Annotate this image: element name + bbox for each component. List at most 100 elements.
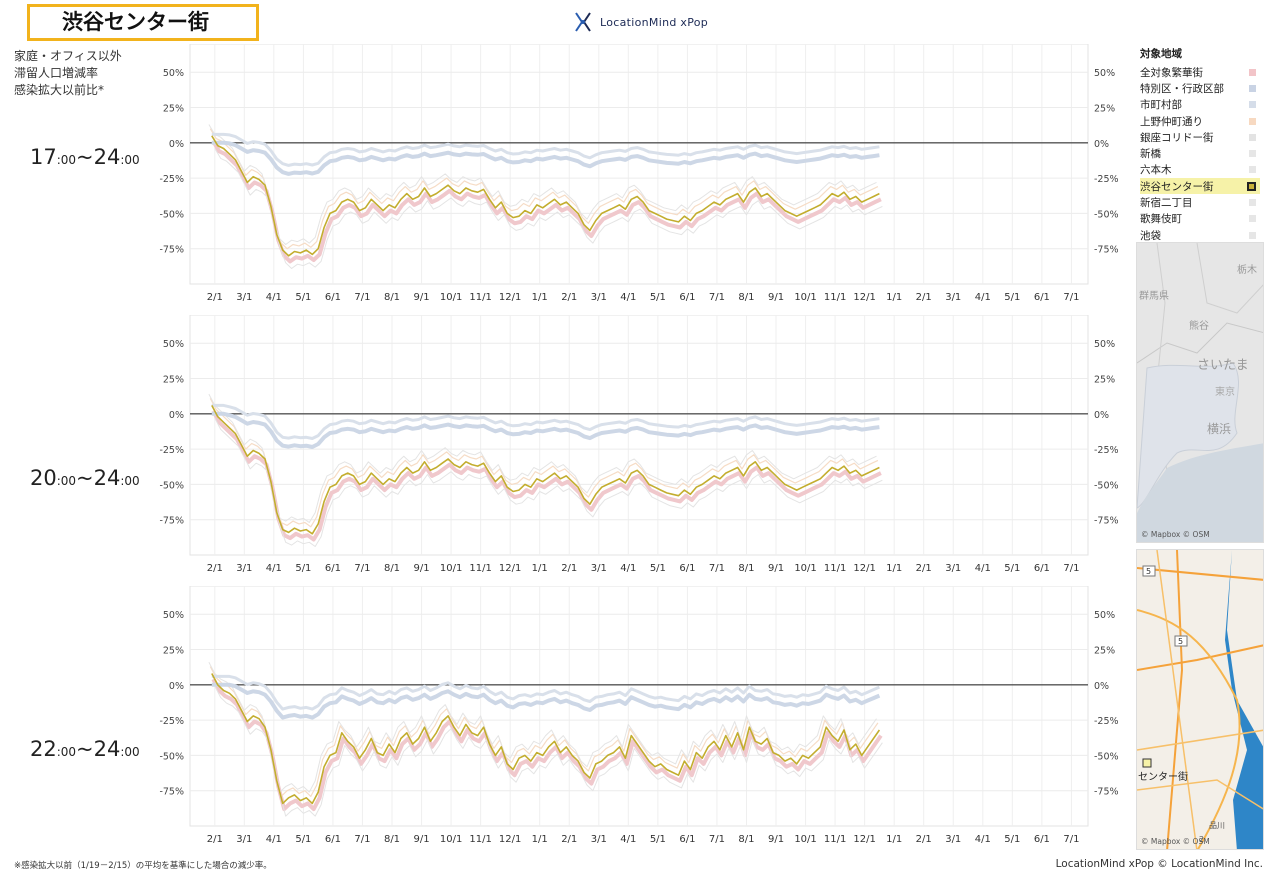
x-tick-label: 7/1	[354, 292, 370, 303]
x-tick-label: 4/1	[975, 563, 991, 574]
legend-item[interactable]: 池袋	[1140, 227, 1260, 243]
legend-item[interactable]: 全対象繁華街	[1140, 64, 1260, 80]
y-tick-label-left: -25%	[159, 716, 184, 727]
y-tick-label-left: -50%	[159, 209, 184, 220]
background-line-all-areas	[211, 140, 882, 264]
legend-item-label: 新宿二丁目	[1140, 197, 1193, 210]
legend-item[interactable]: 六本木	[1140, 162, 1260, 178]
background-line-other	[208, 124, 877, 245]
y-tick-label-right: -25%	[1094, 716, 1119, 727]
legend-item-label: 上野仲町通り	[1140, 115, 1203, 128]
legend-item[interactable]: 市町村部	[1140, 97, 1260, 113]
map-label: さいたま	[1197, 358, 1249, 373]
background-line-ward	[211, 682, 881, 720]
x-tick-label: 10/1	[794, 563, 816, 574]
y-tick-label-left: -25%	[159, 174, 184, 185]
time-label-3: 22:00~24:00	[30, 737, 140, 761]
x-tick-label: 7/1	[709, 834, 725, 845]
x-tick-label: 10/1	[794, 292, 816, 303]
x-tick-label: 7/1	[709, 292, 725, 303]
x-tick-label: 7/1	[354, 834, 370, 845]
background-line-all-areas	[211, 678, 883, 812]
x-tick-label: 7/1	[709, 563, 725, 574]
legend-title: 対象地域	[1140, 48, 1182, 60]
map-label: 5	[1178, 637, 1183, 646]
x-tick-label: 4/1	[620, 834, 636, 845]
legend-item-label: 六本木	[1140, 164, 1172, 177]
legend-swatch	[1249, 101, 1256, 109]
brand-logo: LocationMind xPop	[572, 10, 708, 34]
x-tick-label: 5/1	[650, 834, 666, 845]
background-line-other	[214, 417, 883, 547]
x-tick-label: 6/1	[325, 834, 341, 845]
x-tick-label: 9/1	[768, 563, 784, 574]
x-tick-label: 5/1	[650, 563, 666, 574]
x-tick-label: 2/1	[916, 834, 932, 845]
plot-frame	[189, 315, 1089, 556]
y-tick-label-right: 0%	[1094, 681, 1109, 692]
x-tick-label: 5/1	[650, 292, 666, 303]
legend-item[interactable]: 新橋	[1140, 145, 1260, 161]
x-tick-label: 6/1	[1034, 834, 1050, 845]
x-tick-label: 5/1	[1004, 292, 1020, 303]
x-tick-label: 2/1	[916, 563, 932, 574]
page-title: 渋谷センター街	[27, 4, 259, 41]
x-tick-label: 4/1	[266, 563, 282, 574]
legend-item-label: 新橋	[1140, 148, 1161, 161]
x-tick-label: 10/1	[440, 563, 462, 574]
background-line-other	[214, 685, 883, 817]
x-tick-label: 3/1	[236, 292, 252, 303]
y-tick-label-right: 50%	[1094, 339, 1115, 350]
legend-item-label: 歌舞伎町	[1140, 213, 1182, 226]
y-tick-label-left: 50%	[163, 610, 184, 621]
x-tick-label: 8/1	[738, 563, 754, 574]
legend-item[interactable]: 渋谷センター街	[1140, 178, 1260, 195]
map-label: 栃木	[1237, 263, 1257, 276]
legend-swatch	[1247, 181, 1256, 191]
y-tick-label-left: 25%	[163, 646, 184, 657]
legend-item[interactable]: 特別区・行政区部	[1140, 80, 1260, 96]
map-overview[interactable]: 群馬県 栃木 熊谷 さいたま 東京 横浜 © Mapbox © OSM	[1136, 242, 1264, 543]
x-tick-label: 4/1	[975, 292, 991, 303]
background-line-ueno	[209, 666, 879, 797]
legend-swatch	[1249, 166, 1256, 174]
y-tick-label-left: -25%	[159, 445, 184, 456]
x-tick-label: 7/1	[1063, 292, 1079, 303]
legend-item[interactable]: 上野仲町通り	[1140, 113, 1260, 129]
x-tick-label: 7/1	[1063, 834, 1079, 845]
legend-item[interactable]: 歌舞伎町	[1140, 211, 1260, 227]
x-tick-label: 8/1	[738, 292, 754, 303]
map-label: センター街	[1138, 770, 1188, 783]
y-tick-label-right: 0%	[1094, 139, 1109, 150]
map-detail[interactable]: 5 5 センター街 品川 2 © Mapbox © OSM	[1136, 549, 1264, 850]
y-tick-label-left: 0%	[169, 139, 184, 150]
y-tick-label-left: -50%	[159, 751, 184, 762]
y-tick-label-left: -75%	[159, 516, 184, 527]
x-tick-label: 1/1	[886, 834, 902, 845]
x-tick-label: 2/1	[561, 292, 577, 303]
map-label: 東京	[1215, 385, 1235, 398]
legend-item[interactable]: 新宿二丁目	[1140, 194, 1260, 210]
x-tick-label: 12/1	[499, 292, 521, 303]
line-chart-2: 2/1 3/1 4/1 5/1 6/1 7/1 8/1 9/1 10/1 11/1 12/1 1/1 2…	[159, 315, 1119, 574]
y-tick-label-left: -50%	[159, 480, 184, 491]
locationmind-logo-icon	[575, 12, 591, 32]
y-tick-label-right: -75%	[1094, 245, 1119, 256]
x-tick-label: 1/1	[886, 292, 902, 303]
legend-swatch	[1249, 117, 1256, 125]
y-label-line-1: 家庭・オフィス以外	[14, 49, 122, 63]
legend-item[interactable]: 銀座コリドー街	[1140, 129, 1260, 145]
background-line-ward	[211, 411, 880, 449]
x-tick-label: 6/1	[325, 292, 341, 303]
y-tick-label-right: 50%	[1094, 68, 1115, 79]
map-label: 品川	[1209, 821, 1225, 830]
plot-frame	[189, 44, 1089, 285]
x-tick-label: 3/1	[591, 834, 607, 845]
x-tick-label: 10/1	[440, 292, 462, 303]
x-tick-label: 3/1	[945, 563, 961, 574]
x-tick-label: 7/1	[354, 563, 370, 574]
chart-panel-2: 2/1 3/1 4/1 5/1 6/1 7/1 8/1 9/1 10/1 11/1 12/1 1/1 2…	[150, 315, 1119, 577]
y-tick-label-left: 50%	[163, 339, 184, 350]
line-chart-3: 2/1 3/1 4/1 5/1 6/1 7/1 8/1 9/1 10/1 11/1 12/1 1/1 2…	[159, 586, 1119, 845]
legend-item-label: 渋谷センター街	[1140, 180, 1214, 193]
